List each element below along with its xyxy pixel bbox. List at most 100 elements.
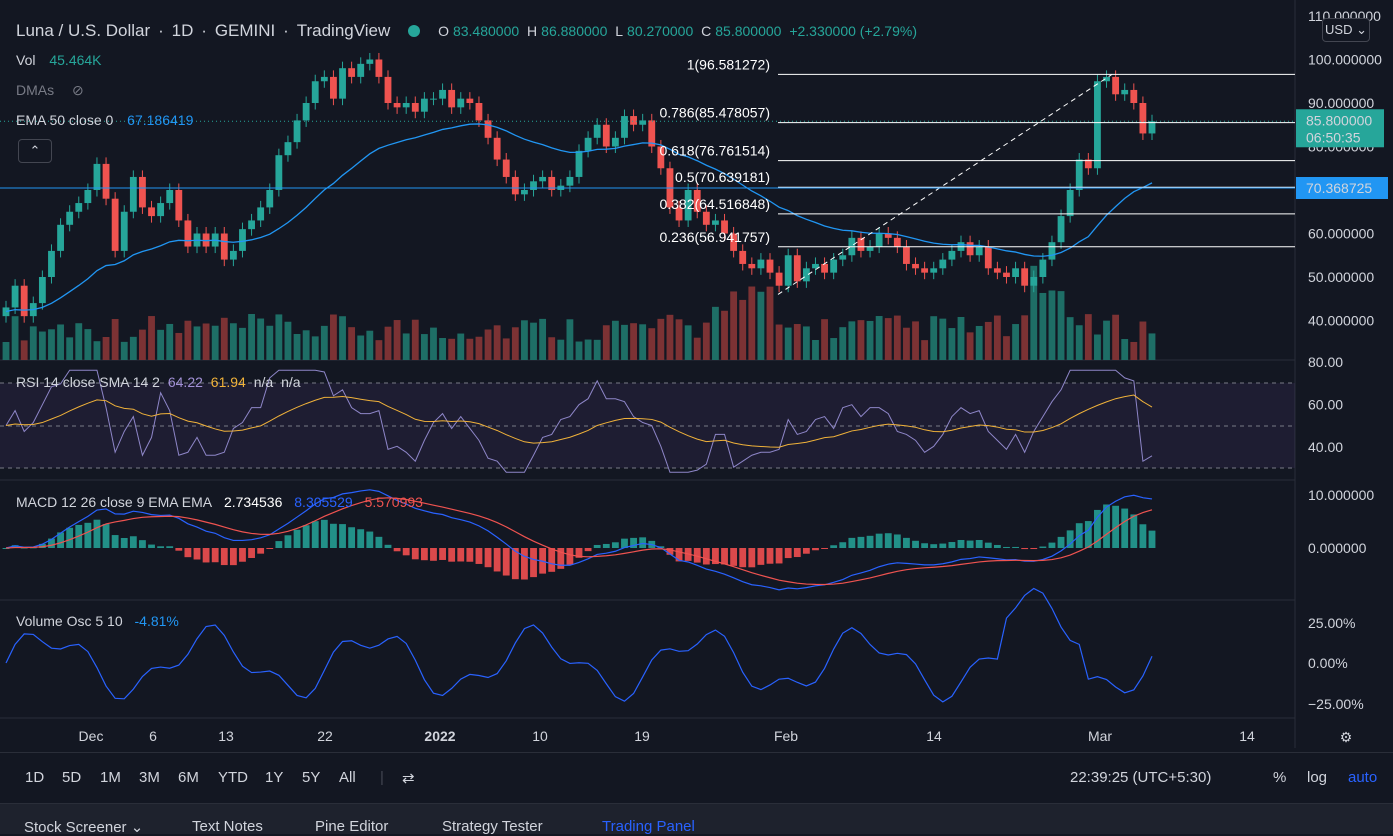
ema-legend: EMA 50 close 0 67.186419 (16, 112, 194, 128)
rsi-line (5, 369, 1153, 473)
currency-select[interactable]: USD ⌄ (1322, 18, 1370, 42)
volume-bar (384, 326, 392, 360)
macd-histogram-bar (175, 548, 183, 551)
open-value: 83.480000 (452, 23, 520, 39)
tf-5y[interactable]: 5Y (302, 769, 321, 786)
volume-bar (266, 325, 274, 360)
volume-bar (521, 320, 528, 360)
macd-histogram-bar (866, 535, 874, 548)
volume-bar (20, 340, 28, 360)
candle-body (384, 76, 392, 103)
candle-body (757, 259, 765, 269)
candle-body (375, 59, 383, 77)
tab-trading-panel[interactable]: Trading Panel (602, 818, 695, 835)
volume-bar (821, 319, 828, 360)
tf-ytd[interactable]: YTD (218, 769, 248, 786)
macd-histogram-bar (102, 524, 110, 548)
macd-histogram-bar (739, 548, 747, 568)
candle-body (802, 268, 810, 282)
volume-bar (993, 315, 1001, 360)
volume-bar (120, 341, 128, 360)
macd-histogram-bar (1012, 546, 1019, 548)
macd-histogram-bar (1103, 504, 1110, 548)
volume-bar (1057, 291, 1065, 360)
volume-bar (621, 324, 628, 360)
tab-text-notes[interactable]: Text Notes (192, 818, 263, 835)
tf-1y[interactable]: 1Y (265, 769, 284, 786)
macd-histogram-bar (566, 548, 574, 565)
macd-histogram-bar (702, 548, 710, 565)
volume-bars (2, 265, 1156, 360)
tab-strategy-tester[interactable]: Strategy Tester (442, 818, 543, 835)
symbol-legend: Luna / U.S. Dollar · 1D · GEMINI · Tradi… (16, 21, 917, 40)
macd-histogram-bar (584, 548, 592, 552)
macd-tick-label: 10.000000 (1308, 487, 1374, 503)
tab-pine-editor[interactable]: Pine Editor (315, 818, 389, 835)
date-range-icon[interactable]: ⇄ (402, 770, 415, 787)
macd-histogram-bar (1148, 530, 1156, 548)
candle-body (611, 137, 619, 147)
tf-1d[interactable]: 1D (25, 769, 45, 786)
candle-body (439, 89, 446, 99)
candle-body (220, 233, 228, 260)
volume-bar (84, 329, 92, 360)
settings-gear-icon[interactable]: ⚙ (1340, 729, 1353, 745)
volume-bar (93, 341, 101, 360)
macd-histogram-bar (502, 548, 510, 576)
tab-stock-screener[interactable]: Stock Screener ⌄ (24, 819, 144, 836)
volume-bar (712, 306, 719, 360)
macd-histogram-bar (621, 538, 628, 548)
volume-bar (684, 325, 692, 360)
candle-body (530, 181, 537, 190)
candle-body (57, 224, 64, 251)
clock[interactable]: 22:39:25 (UTC+5:30) (1070, 769, 1212, 786)
volume-bar (129, 336, 137, 360)
eye-hidden-icon[interactable]: ⊘ (72, 82, 84, 98)
candle-body (1075, 159, 1083, 190)
volume-bar (1021, 315, 1029, 360)
macd-histogram-bar (220, 548, 228, 566)
auto-toggle[interactable]: auto (1348, 769, 1378, 786)
macd-histogram-bar (275, 541, 283, 548)
macd-histogram-bar (139, 540, 146, 548)
volume-bar (248, 314, 255, 360)
candle-body (1039, 259, 1047, 277)
chart-canvas[interactable]: 1(96.581272) 0.786(85.478057) 0.618(76.761… (0, 0, 1393, 752)
fib-level-label: 0.5(70.639181) (675, 169, 770, 185)
volume-bar (511, 327, 519, 360)
macd-signal-line (5, 497, 1153, 586)
bottom-tabs: Stock Screener ⌄ Text Notes Pine Editor … (0, 803, 1393, 836)
vosc-legend: Volume Osc 5 10 -4.81% (16, 613, 179, 629)
tf-1m[interactable]: 1M (100, 769, 121, 786)
macd-histogram-bar (57, 532, 64, 548)
tf-5d[interactable]: 5D (62, 769, 82, 786)
volume-bar (66, 337, 74, 360)
log-toggle[interactable]: log (1307, 769, 1328, 786)
candle-body (302, 103, 310, 121)
candle-body (730, 233, 738, 251)
candle-body (120, 211, 128, 251)
candle-body (548, 176, 556, 190)
macd-histogram-bar (430, 548, 437, 561)
macd-histogram-bar (1112, 505, 1120, 548)
tf-3m[interactable]: 3M (139, 769, 160, 786)
volume-bar (921, 340, 929, 360)
volume-bar (975, 325, 983, 360)
percent-toggle[interactable]: % (1273, 769, 1287, 786)
macd-histogram-bar (839, 542, 847, 548)
macd-histogram-bar (66, 527, 74, 548)
tf-6m[interactable]: 6M (178, 769, 199, 786)
fib-level-label: 0.236(56.941757) (659, 229, 770, 245)
candle-body (975, 246, 983, 256)
candle-body (702, 211, 710, 225)
vosc-line (5, 587, 1153, 703)
macd-histogram-bar (548, 548, 556, 572)
fib-level-label: 0.786(85.478057) (659, 105, 770, 121)
rsi-tick-label: 60.00 (1308, 396, 1343, 412)
volume-bar (466, 338, 474, 360)
candle-body (311, 81, 319, 103)
collapse-legend-button[interactable]: ⌃ (18, 139, 52, 163)
tf-all[interactable]: All (339, 769, 356, 786)
candle-body (229, 250, 237, 260)
candle-body (84, 190, 92, 204)
